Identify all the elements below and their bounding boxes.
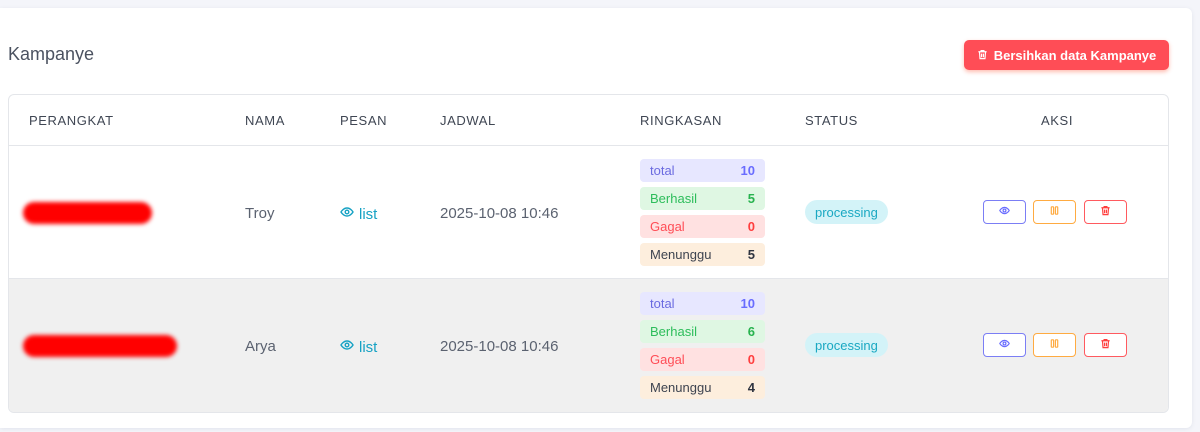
pause-button[interactable] <box>1033 200 1076 224</box>
summary-total-label: total <box>650 296 675 311</box>
summary-success: Berhasil 6 <box>640 320 765 343</box>
summary-pending-label: Menunggu <box>650 247 712 262</box>
message-list-link[interactable]: list <box>340 338 377 356</box>
redacted-device <box>23 335 177 357</box>
message-list-label: list <box>359 338 378 356</box>
eye-icon <box>999 203 1010 221</box>
trash-icon <box>977 48 988 63</box>
summary-total-value: 10 <box>740 163 755 178</box>
summary-success-value: 5 <box>747 191 755 206</box>
column-header-jadwal: JADWAL <box>440 113 496 128</box>
delete-button[interactable] <box>1084 333 1127 357</box>
pause-icon <box>1049 336 1060 354</box>
pause-icon <box>1049 203 1060 221</box>
campaign-table: PERANGKAT NAMA PESAN JADWAL RINGKASAN ST… <box>8 94 1169 413</box>
column-header-perangkat: PERANGKAT <box>29 113 114 128</box>
summary-total-value: 10 <box>740 296 755 311</box>
summary-failed: Gagal 0 <box>640 215 765 238</box>
view-button[interactable] <box>983 333 1026 357</box>
summary-total-label: total <box>650 163 675 178</box>
trash-icon <box>1100 336 1111 354</box>
view-button[interactable] <box>983 200 1026 224</box>
eye-icon <box>340 205 354 223</box>
summary-success-label: Berhasil <box>650 324 697 339</box>
campaign-card: Kampanye Bersihkan data Kampanye PERANGK… <box>0 8 1192 428</box>
summary-failed: Gagal 0 <box>640 348 765 371</box>
schedule-time: 2025-10-08 10:46 <box>440 338 559 355</box>
table-header: PERANGKAT NAMA PESAN JADWAL RINGKASAN ST… <box>9 95 1168 146</box>
column-header-aksi: AKSI <box>1041 113 1074 128</box>
campaign-name: Troy <box>245 205 275 222</box>
status-badge: processing <box>805 200 888 224</box>
redacted-device <box>23 202 152 224</box>
column-header-pesan: PESAN <box>340 113 388 128</box>
table-row: Arya list 2025-10-08 10:46 total 10 Berh… <box>9 279 1168 412</box>
summary-failed-value: 0 <box>747 352 755 367</box>
summary-failed-label: Gagal <box>650 352 685 367</box>
summary-pending-label: Menunggu <box>650 380 712 395</box>
summary-total: total 10 <box>640 292 765 315</box>
summary-pending-value: 4 <box>747 380 755 395</box>
clear-campaign-button[interactable]: Bersihkan data Kampanye <box>964 40 1169 70</box>
summary-success-label: Berhasil <box>650 191 697 206</box>
table-row: Troy list 2025-10-08 10:46 total 10 Berh… <box>9 146 1168 279</box>
status-badge: processing <box>805 333 888 357</box>
summary-pending: Menunggu 5 <box>640 243 765 266</box>
summary-success-value: 6 <box>747 324 755 339</box>
message-list-link[interactable]: list <box>340 205 377 223</box>
pause-button[interactable] <box>1033 333 1076 357</box>
trash-icon <box>1100 203 1111 221</box>
summary-pending-value: 5 <box>747 247 755 262</box>
eye-icon <box>340 338 354 356</box>
delete-button[interactable] <box>1084 200 1127 224</box>
summary-pending: Menunggu 4 <box>640 376 765 399</box>
summary-success: Berhasil 5 <box>640 187 765 210</box>
eye-icon <box>999 336 1010 354</box>
summary-failed-label: Gagal <box>650 219 685 234</box>
page-title: Kampanye <box>8 44 95 64</box>
column-header-status: STATUS <box>805 113 858 128</box>
summary-failed-value: 0 <box>747 219 755 234</box>
schedule-time: 2025-10-08 10:46 <box>440 205 559 222</box>
clear-campaign-label: Bersihkan data Kampanye <box>993 47 1157 63</box>
column-header-nama: NAMA <box>245 113 285 128</box>
campaign-name: Arya <box>245 338 276 355</box>
column-header-ringkasan: RINGKASAN <box>640 113 722 128</box>
message-list-label: list <box>359 205 378 223</box>
summary-total: total 10 <box>640 159 765 182</box>
